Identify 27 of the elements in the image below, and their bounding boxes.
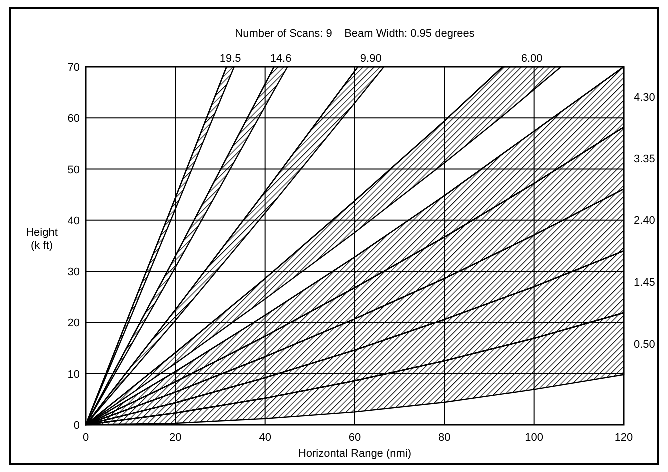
text: 4.30 <box>634 92 656 104</box>
x-tick-label: 100 <box>525 432 544 444</box>
series-label: 6.00 <box>521 53 543 65</box>
text: 2.40 <box>634 215 656 228</box>
y-tick-label: 60 <box>68 113 80 126</box>
x-tick-label: 60 <box>348 432 362 444</box>
text: 1.45 <box>634 277 656 290</box>
text: 3.35 <box>634 153 656 166</box>
y-tick-label: 20 <box>68 318 80 330</box>
x-tick-label: 80 <box>438 432 451 444</box>
series-label: 14.6 <box>270 53 292 65</box>
y-tick-label: 10 <box>68 368 80 381</box>
x-tick-label: 120 <box>614 432 634 444</box>
x-tick-label: 20 <box>170 432 182 444</box>
y-tick-label: 70 <box>68 62 80 74</box>
y-tick-label: 50 <box>68 164 80 176</box>
text: 0.50 <box>634 338 656 351</box>
series-label: 19.5 <box>220 53 242 65</box>
y-axis-title: Height (k ft) <box>26 227 58 252</box>
series-label: 9.90 <box>360 53 382 65</box>
y-tick-label: 40 <box>68 215 80 228</box>
y-tick-label: 30 <box>68 266 80 279</box>
chart-title: Number of Scans: 9 Beam Width: 0.95 degrees <box>235 28 476 40</box>
x-tick-label: 40 <box>259 432 272 444</box>
y-tick-label: 0 <box>74 420 80 432</box>
x-axis-title: Horizontal Range (nmi) <box>298 448 412 460</box>
x-tick-label: 0 <box>82 432 90 444</box>
